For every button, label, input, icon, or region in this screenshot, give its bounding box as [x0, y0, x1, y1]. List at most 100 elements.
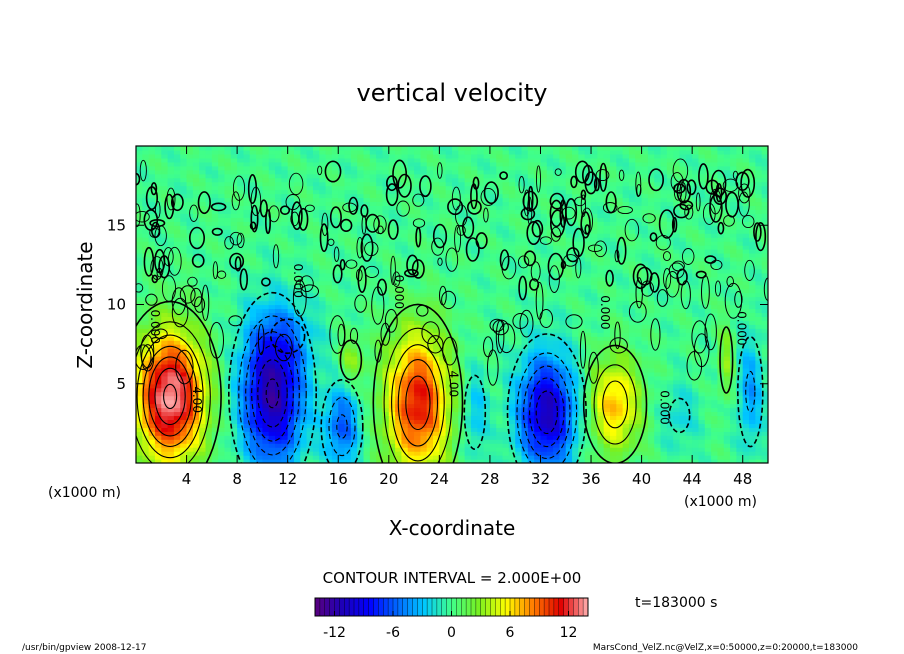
heatmap-cell [205, 280, 213, 286]
heatmap-cell [331, 304, 339, 310]
heatmap-cell [407, 435, 415, 440]
heatmap-cell [205, 201, 213, 207]
heatmap-cell [464, 177, 472, 183]
heatmap-cell [363, 193, 371, 199]
heatmap-cell [243, 292, 251, 298]
heatmap-cell [483, 252, 491, 258]
heatmap-cell [483, 229, 491, 234]
heatmap-cell [388, 292, 396, 298]
heatmap-cell [205, 340, 213, 345]
heatmap-cell [439, 356, 447, 361]
heatmap-cell [230, 276, 238, 282]
heatmap-cell [275, 340, 282, 345]
heatmap-cell [508, 233, 516, 238]
heatmap-cell [205, 419, 213, 424]
heatmap-cell [154, 328, 162, 333]
heatmap-cell [477, 308, 485, 314]
heatmap-cell [180, 280, 188, 286]
heatmap-cell [281, 233, 289, 238]
heatmap-cell [148, 439, 156, 444]
heatmap-cell [224, 352, 232, 357]
heatmap-cell [376, 225, 384, 230]
heatmap-cell [237, 431, 245, 436]
heatmap-cell [414, 193, 421, 199]
heatmap-cell [445, 316, 453, 321]
heatmap-cell [470, 383, 478, 389]
heatmap-cell [218, 427, 226, 432]
heatmap-cell [218, 419, 226, 424]
heatmap-cell [294, 455, 301, 460]
heatmap-cell [275, 324, 282, 329]
heatmap-cell [527, 415, 535, 421]
heatmap-cell [230, 332, 238, 337]
heatmap-cell [186, 383, 194, 389]
heatmap-cell [470, 308, 478, 314]
heatmap-cell [483, 189, 491, 195]
heatmap-cell [218, 189, 226, 195]
heatmap-cell [382, 213, 390, 218]
heatmap-cell [401, 363, 409, 369]
heatmap-cell [470, 245, 478, 250]
heatmap-cell [445, 336, 453, 341]
heatmap-cell [357, 185, 365, 191]
heatmap-cell [331, 189, 339, 195]
heatmap-cell [167, 256, 175, 262]
heatmap-cell [483, 332, 491, 337]
heatmap-cell [458, 431, 466, 436]
heatmap-cell [192, 324, 200, 329]
heatmap-cell [237, 443, 245, 448]
heatmap-cell [173, 407, 181, 413]
heatmap-cell [395, 169, 403, 175]
heatmap-cell [243, 328, 251, 333]
heatmap-cell [439, 177, 447, 183]
heatmap-cell [136, 146, 143, 151]
heatmap-cell [382, 241, 390, 246]
heatmap-cell [319, 359, 327, 365]
heatmap-cell [363, 280, 371, 286]
heatmap-cell [515, 169, 523, 175]
heatmap-cell [161, 379, 169, 385]
heatmap-cell [312, 431, 320, 436]
heatmap-cell [489, 292, 497, 298]
heatmap-cell [515, 276, 523, 282]
heatmap-cell [325, 423, 333, 428]
heatmap-cell [483, 225, 491, 230]
heatmap-cell [331, 375, 339, 381]
heatmap-cell [224, 300, 232, 306]
heatmap-cell [173, 332, 181, 337]
heatmap-cell [464, 431, 472, 436]
heatmap-cell [211, 419, 219, 424]
heatmap-cell [401, 435, 409, 440]
heatmap-cell [180, 427, 188, 432]
heatmap-cell [515, 316, 523, 321]
heatmap-cell [294, 256, 301, 262]
heatmap-cell [433, 348, 440, 353]
heatmap-cell [148, 173, 156, 179]
heatmap-cell [477, 185, 485, 191]
heatmap-cell [249, 296, 257, 302]
heatmap-cell [325, 316, 333, 321]
heatmap-cell [452, 185, 459, 191]
heatmap-cell [407, 455, 415, 460]
heatmap-cell [268, 161, 276, 167]
heatmap-cell [363, 431, 371, 436]
heatmap-cell [319, 157, 327, 163]
heatmap-cell [401, 284, 409, 290]
heatmap-cell [230, 391, 238, 397]
heatmap-cell [407, 352, 415, 357]
heatmap-cell [167, 348, 175, 353]
heatmap-cell [249, 284, 257, 290]
heatmap-cell [268, 146, 276, 151]
heatmap-cell [489, 340, 497, 345]
heatmap-cell [161, 451, 169, 456]
heatmap-cell [470, 363, 478, 369]
heatmap-cell [489, 173, 497, 179]
heatmap-cell [458, 149, 466, 155]
heatmap-cell [294, 161, 301, 167]
heatmap-cell [268, 181, 276, 187]
heatmap-cell [515, 149, 523, 155]
heatmap-cell [433, 221, 440, 226]
heatmap-cell [142, 419, 150, 424]
heatmap-cell [527, 451, 535, 456]
heatmap-cell [325, 201, 333, 207]
